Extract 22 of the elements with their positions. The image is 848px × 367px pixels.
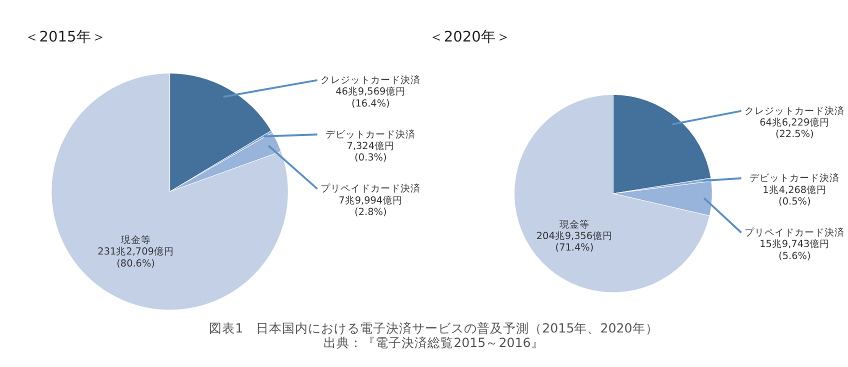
pie-slice (514, 94, 710, 293)
pie-slice (51, 73, 288, 310)
chart-title: ＜2020年＞ (428, 28, 511, 46)
data-label: 7,324億円 (0.3%) (346, 140, 395, 164)
chart-title: ＜2015年＞ (24, 28, 106, 46)
slice-label: クレジットカード決済 (320, 74, 421, 86)
data-label: 231兆2,709億円 (80.6%) (98, 246, 174, 270)
data-label: 46兆9,569億円 (16.4%) (336, 86, 406, 110)
data-label: 7兆9,994億円 (2.8%) (338, 194, 403, 218)
slice-label: デビットカード決済 (750, 172, 840, 184)
data-label: 204兆9,356億円 (71.4%) (536, 230, 613, 254)
data-label: 1兆4,268億円 (0.5%) (762, 184, 827, 208)
slice-label: プリペイドカード決済 (744, 226, 845, 239)
source-note: 出典：『電子決済総覧2015～2016』 (324, 334, 544, 350)
data-label: 64兆6,229億円 (22.5%) (760, 116, 830, 140)
slice-label: 現金等 (559, 218, 590, 230)
slice-label: 現金等 (120, 234, 151, 246)
slice-label: プリペイドカード決済 (320, 182, 421, 195)
slice-label: クレジットカード決済 (744, 104, 845, 117)
data-label: 15兆9,743億円 (5.6%) (760, 238, 830, 262)
text: 図表1 日本国内における電子決済サービスの普及予測（2015年、2020年） (209, 320, 658, 336)
slice-label: デビットカード決済 (326, 128, 416, 140)
